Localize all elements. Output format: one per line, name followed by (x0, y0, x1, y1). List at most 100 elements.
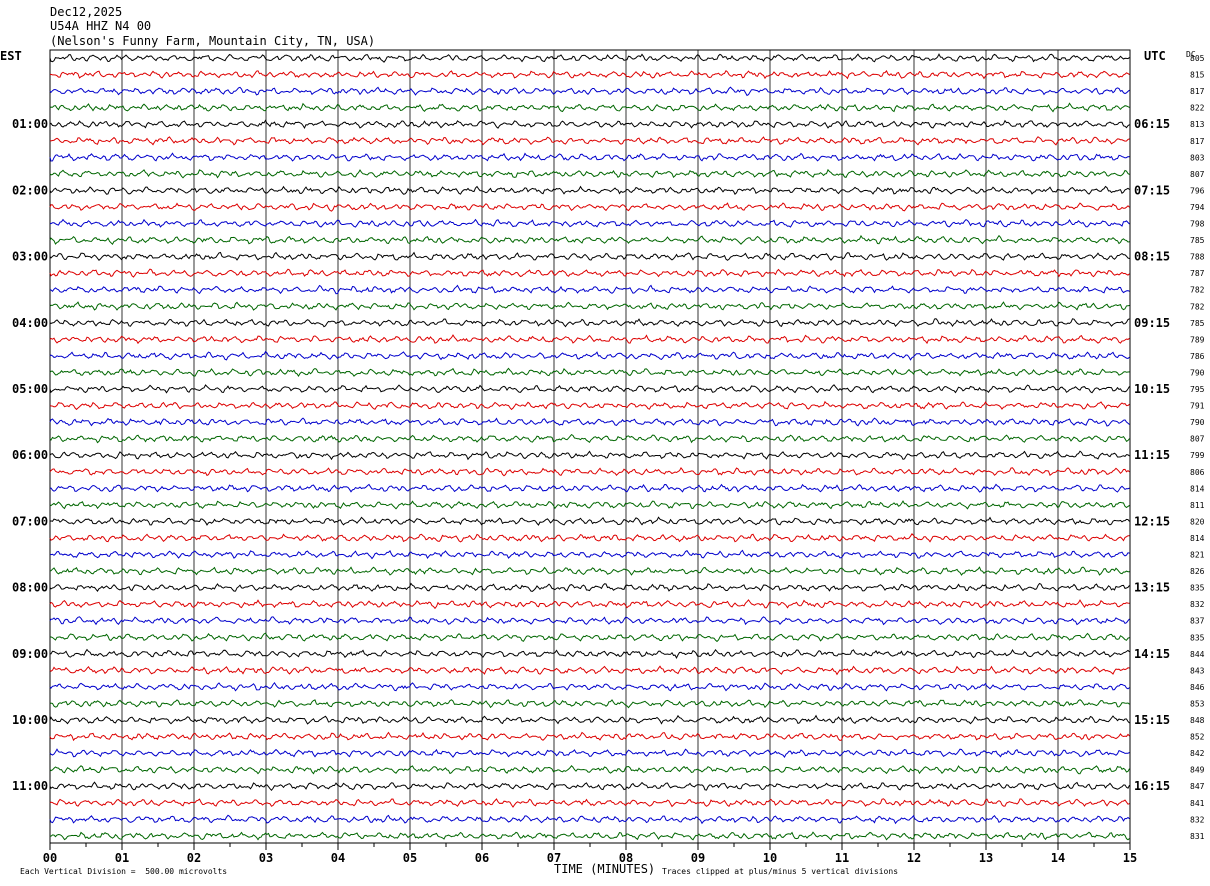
seismic-trace (49, 119, 1130, 129)
utc-hour-label: 06:15 (1134, 117, 1170, 131)
seismic-trace (49, 632, 1130, 643)
dc-offset-label: 786 (1190, 352, 1205, 361)
seismic-trace (49, 566, 1130, 576)
seismic-trace (49, 798, 1130, 808)
x-tick-label: 01 (115, 851, 129, 865)
dc-offset-label: 814 (1190, 484, 1205, 493)
dc-offset-label: 817 (1190, 137, 1205, 146)
dc-offset-label: 794 (1190, 203, 1205, 212)
x-axis-title: TIME (MINUTES) (554, 862, 656, 876)
utc-hour-label: 08:15 (1134, 250, 1170, 264)
seismic-trace (49, 549, 1130, 560)
seismic-trace (49, 168, 1130, 179)
seismic-trace (49, 466, 1130, 477)
dc-offset-label: 795 (1190, 385, 1205, 394)
dc-offset-label: 782 (1190, 302, 1205, 311)
dc-offset-label: 790 (1190, 368, 1205, 377)
dc-offset-label: 822 (1190, 104, 1205, 113)
utc-hour-label: 12:15 (1134, 514, 1170, 528)
x-tick-label: 07 (547, 851, 561, 865)
x-tick-label: 14 (1051, 851, 1065, 865)
est-hour-label: 10:00 (12, 713, 48, 727)
est-hour-label: 05:00 (12, 382, 48, 396)
dc-offset-label: 790 (1190, 418, 1205, 427)
seismic-trace (49, 400, 1130, 411)
dc-offset-label: 815 (1190, 71, 1205, 80)
dc-offset-label: 806 (1190, 468, 1205, 477)
clip-note: Traces clipped at plus/minus 5 vertical … (662, 867, 899, 876)
seismic-trace (49, 781, 1130, 791)
dc-offset-label: 852 (1190, 733, 1205, 742)
x-tick-label: 13 (979, 851, 993, 865)
x-tick-label: 00 (43, 851, 57, 865)
utc-hour-label: 07:15 (1134, 183, 1170, 197)
header-location: (Nelson's Funny Farm, Mountain City, TN,… (50, 34, 376, 48)
seismic-trace (49, 367, 1130, 378)
seismic-trace (49, 450, 1130, 461)
utc-hour-label: 13:15 (1134, 581, 1170, 595)
x-tick-label: 12 (907, 851, 921, 865)
seismic-trace (49, 152, 1130, 162)
dc-offset-label: 811 (1190, 501, 1205, 510)
seismic-trace (49, 516, 1130, 526)
seismic-trace (49, 234, 1130, 246)
seismic-trace (49, 102, 1130, 113)
dc-offset-label: 782 (1190, 286, 1205, 295)
dc-label: DC (1186, 50, 1196, 59)
est-hour-label: 09:00 (12, 647, 48, 661)
plot-frame (49, 49, 1131, 844)
seismic-trace (49, 433, 1130, 444)
seismic-trace (49, 648, 1130, 659)
dc-offset-label: 803 (1190, 153, 1205, 162)
seismic-trace (49, 681, 1130, 692)
dc-offset-label: 832 (1190, 815, 1205, 824)
seismic-trace (49, 714, 1130, 725)
scale-note: Each Vertical Division = 500.00 microvol… (20, 867, 228, 876)
est-hour-label: 03:00 (12, 250, 48, 264)
utc-hour-label: 15:15 (1134, 713, 1170, 727)
seismic-trace (49, 334, 1130, 345)
seismic-trace (49, 731, 1130, 742)
seismic-trace (49, 384, 1130, 394)
seismic-trace (49, 699, 1130, 709)
x-tick-label: 06 (475, 851, 489, 865)
seismic-trace (49, 500, 1130, 510)
dc-offset-label: 785 (1190, 319, 1205, 328)
seismic-trace (49, 616, 1130, 626)
dc-offset-label: 805 (1190, 54, 1205, 63)
seismic-trace (49, 69, 1130, 80)
dc-offset-label: 844 (1190, 650, 1205, 659)
seismic-trace (49, 350, 1130, 361)
seismic-trace (49, 599, 1130, 610)
x-tick-label: 10 (763, 851, 777, 865)
dc-offset-label: 821 (1190, 551, 1205, 560)
dc-offset-label: 848 (1190, 716, 1205, 725)
dc-offset-label: 814 (1190, 534, 1205, 543)
dc-offset-label: 847 (1190, 782, 1205, 791)
est-hour-label: 07:00 (12, 514, 48, 528)
x-tick-label: 15 (1123, 851, 1137, 865)
x-tick-label: 11 (835, 851, 849, 865)
x-tick-label: 05 (403, 851, 417, 865)
dc-offset-label: 837 (1190, 617, 1205, 626)
seismic-trace (49, 417, 1130, 427)
seismic-trace (49, 831, 1130, 841)
seismic-trace (49, 765, 1130, 775)
seismic-trace (49, 665, 1130, 676)
dc-offset-label: 849 (1190, 766, 1205, 775)
dc-offset-label: 788 (1190, 253, 1205, 262)
utc-hour-label: 10:15 (1134, 382, 1170, 396)
x-tick-label: 08 (619, 851, 633, 865)
dc-offset-label: 832 (1190, 600, 1205, 609)
dc-offset-label: 841 (1190, 799, 1205, 808)
seismic-trace (49, 218, 1130, 228)
dc-offset-label: 846 (1190, 683, 1205, 692)
est-hour-label: 08:00 (12, 581, 48, 595)
seismic-trace (49, 185, 1130, 196)
seismic-trace (49, 483, 1130, 493)
x-tick-label: 02 (187, 851, 201, 865)
seismic-trace (49, 284, 1130, 295)
seismic-trace (49, 251, 1130, 262)
dc-offset-label: 853 (1190, 699, 1205, 708)
